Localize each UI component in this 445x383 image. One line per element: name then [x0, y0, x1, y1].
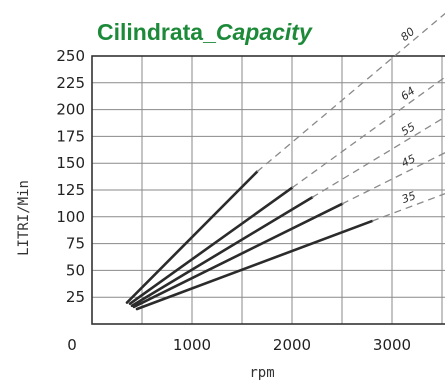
chart-title-main: Cilindrata_	[97, 19, 216, 45]
series-line-dashed	[291, 76, 445, 189]
series-labels: 80 64 55 45 35	[398, 25, 417, 206]
series-line-solid	[132, 202, 344, 309]
y-tick-label: 125	[56, 181, 85, 199]
series-line-solid	[130, 196, 314, 308]
series-label: 55	[399, 120, 418, 138]
x-tick-label: 1000	[173, 336, 211, 354]
y-tick-label: 75	[66, 235, 85, 253]
x-axis-label: rpm	[249, 365, 274, 381]
y-axis-label: LITRI/Min	[16, 180, 32, 256]
plot-frame	[91, 55, 445, 325]
series-line-dashed	[311, 116, 445, 199]
chart-title-italic: Capacity	[216, 19, 313, 45]
series-label: 45	[399, 152, 417, 170]
x-tick-label: 2000	[273, 336, 311, 354]
y-tick-label: 225	[56, 74, 85, 92]
series-line-solid	[125, 170, 259, 304]
y-tick-label: 175	[56, 127, 85, 145]
y-tick-label: 200	[56, 101, 85, 119]
series-label: 80	[398, 25, 417, 44]
x-tick-label: 3000	[373, 336, 411, 354]
series-line-solid	[128, 186, 294, 305]
series-line-solid	[135, 219, 374, 311]
series-line-dashed	[341, 152, 445, 205]
series-label: 64	[398, 84, 417, 103]
series-line-dashed	[371, 193, 445, 222]
series-lines	[125, 12, 445, 311]
y-tick-label: 50	[66, 261, 85, 279]
chart-title: Cilindrata_Capacity	[97, 19, 313, 45]
grid	[92, 55, 445, 324]
y-tick-labels: 25 50 75 100 125 150 175 200 225 250	[56, 47, 85, 306]
series-label: 35	[400, 189, 418, 206]
series-line-dashed	[256, 12, 445, 173]
x-tick-labels: 0 1000 2000 3000	[67, 336, 411, 354]
y-tick-label: 100	[56, 208, 85, 226]
x-tick-label: 0	[67, 336, 77, 354]
y-tick-label: 150	[56, 154, 85, 172]
y-tick-label: 25	[66, 288, 85, 306]
y-tick-label: 250	[56, 47, 85, 65]
